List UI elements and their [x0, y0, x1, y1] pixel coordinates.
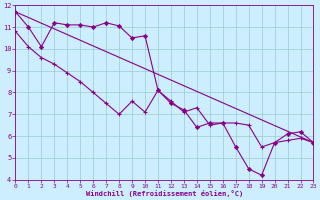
X-axis label: Windchill (Refroidissement éolien,°C): Windchill (Refroidissement éolien,°C) — [86, 190, 243, 197]
